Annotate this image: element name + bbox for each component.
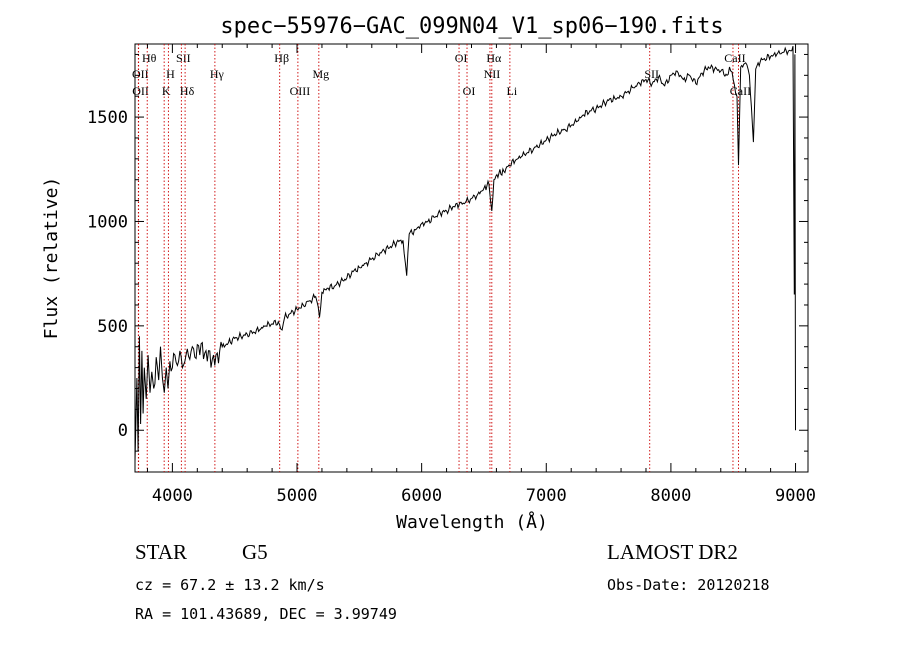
x-tick-label: 7000: [526, 486, 567, 506]
spectral-line-markers: OIIOIIHθKHSIIHδHγHβOIIIMgOIOINIIHαLiSIIC…: [132, 44, 751, 472]
y-tick-label: 1500: [87, 108, 128, 128]
line-marker-label: NII: [484, 67, 501, 81]
line-marker-label: H: [166, 67, 175, 81]
y-tick-label: 0: [118, 421, 128, 441]
line-marker-label: OIII: [290, 84, 311, 98]
y-axis-ticks: 0 500 1000 1500: [87, 53, 808, 452]
line-marker-label: Hα: [486, 51, 502, 65]
line-marker-label: OI: [463, 84, 476, 98]
line-marker-label: Hδ: [180, 84, 195, 98]
obs-date-text: Obs-Date: 20120218: [607, 576, 770, 594]
line-marker-label: Hβ: [274, 51, 289, 65]
redshift-text: cz = 67.2 ± 13.2 km/s: [135, 576, 325, 594]
spectrum-series: [134, 45, 796, 462]
x-tick-label: 8000: [650, 486, 691, 506]
line-marker-label: SII: [176, 51, 191, 65]
line-marker-label: Mg: [312, 67, 329, 81]
x-tick-label: 5000: [277, 486, 318, 506]
x-axis-ticks: 4000 5000 6000 7000 8000 9000: [146, 44, 816, 506]
line-marker-label: Hγ: [210, 67, 225, 81]
line-marker-label: CaII: [724, 51, 745, 65]
object-subclass: G5: [242, 540, 268, 564]
object-class: STAR: [135, 540, 187, 564]
x-tick-label: 9000: [775, 486, 816, 506]
y-tick-label: 1000: [87, 212, 128, 232]
plot-frame: [134, 43, 809, 473]
x-tick-label: 4000: [152, 486, 193, 506]
line-marker-label: Li: [507, 84, 518, 98]
spectrum-line-0: [134, 45, 796, 462]
coordinates-text: RA = 101.43689, DEC = 3.99749: [135, 605, 397, 623]
line-marker-label: OII: [132, 67, 149, 81]
line-marker-label: OII: [132, 84, 149, 98]
line-marker-label: K: [162, 84, 171, 98]
line-marker-label: Hθ: [142, 51, 157, 65]
line-marker-label: OI: [455, 51, 468, 65]
y-tick-label: 500: [97, 317, 128, 337]
y-axis-label: Flux (relative): [41, 177, 62, 340]
x-axis-label: Wavelength (Å): [396, 511, 548, 533]
x-tick-label: 6000: [401, 486, 442, 506]
line-marker-label: SII: [644, 67, 659, 81]
survey-name: LAMOST DR2: [607, 540, 738, 564]
chart-title: spec−55976−GAC_099N04_V1_sp06−190.fits: [220, 14, 723, 39]
